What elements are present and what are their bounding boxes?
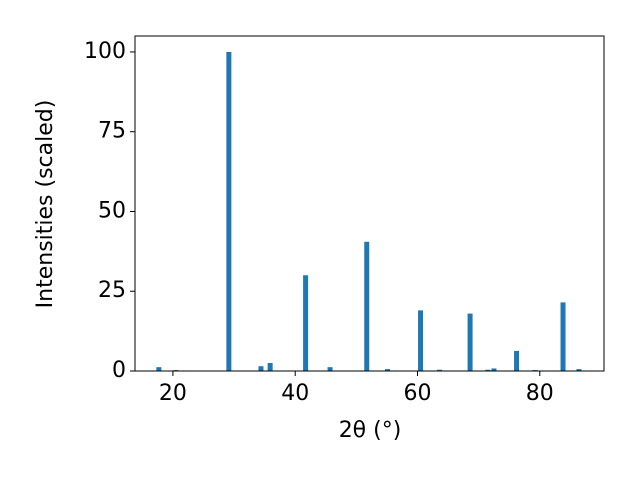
y-tick-label: 25 — [98, 278, 126, 303]
bar — [156, 367, 162, 371]
bar — [226, 51, 232, 371]
y-axis-label: Intensities (scaled) — [33, 100, 58, 309]
y-tick-label: 75 — [98, 119, 126, 144]
bar — [385, 369, 391, 371]
bar — [267, 363, 273, 371]
y-tick-label: 100 — [84, 39, 126, 64]
x-tick-label: 80 — [526, 381, 554, 406]
bar — [327, 367, 333, 371]
bar — [467, 313, 473, 371]
bar — [514, 350, 520, 371]
x-tick-label: 60 — [404, 381, 432, 406]
bar — [418, 310, 424, 371]
bar — [258, 366, 264, 371]
bar — [485, 369, 491, 371]
bar — [491, 368, 497, 371]
y-tick-label: 50 — [98, 198, 126, 223]
bar — [560, 302, 566, 371]
bar — [576, 369, 582, 371]
x-tick-label: 40 — [281, 381, 309, 406]
y-tick-label: 0 — [112, 358, 126, 383]
plot-frame — [134, 35, 605, 372]
x-tick-label: 20 — [159, 381, 187, 406]
bar — [437, 369, 443, 371]
bar — [364, 241, 370, 371]
x-axis-label: 2θ (°) — [339, 418, 402, 443]
bar — [303, 275, 309, 371]
